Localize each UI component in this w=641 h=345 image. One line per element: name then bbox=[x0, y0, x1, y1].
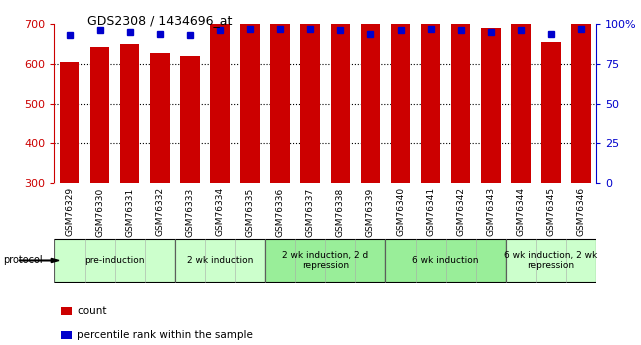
Text: GSM76344: GSM76344 bbox=[517, 187, 526, 236]
Bar bbox=[54, 239, 175, 282]
Bar bbox=[180, 56, 200, 183]
Bar bbox=[421, 0, 440, 183]
Text: pre-induction: pre-induction bbox=[85, 256, 145, 265]
Bar bbox=[175, 239, 265, 282]
Bar bbox=[265, 239, 385, 282]
Text: GSM76330: GSM76330 bbox=[95, 187, 104, 237]
Text: GSM76342: GSM76342 bbox=[456, 187, 465, 236]
Bar bbox=[301, 0, 320, 183]
Bar bbox=[451, 0, 470, 183]
Text: GSM76335: GSM76335 bbox=[246, 187, 254, 237]
Bar bbox=[511, 0, 531, 183]
Text: GSM76329: GSM76329 bbox=[65, 187, 74, 236]
Bar bbox=[331, 0, 350, 183]
Bar bbox=[90, 47, 110, 183]
Bar bbox=[391, 0, 410, 183]
Bar bbox=[60, 62, 79, 183]
Text: GSM76336: GSM76336 bbox=[276, 187, 285, 237]
Bar bbox=[210, 4, 229, 183]
Bar bbox=[271, 0, 290, 183]
Text: 6 wk induction: 6 wk induction bbox=[412, 256, 479, 265]
Text: GSM76333: GSM76333 bbox=[185, 187, 194, 237]
Text: GSM76331: GSM76331 bbox=[125, 187, 134, 237]
Bar bbox=[150, 53, 170, 183]
Text: GSM76339: GSM76339 bbox=[366, 187, 375, 237]
Text: protocol: protocol bbox=[3, 256, 43, 265]
Text: GSM76334: GSM76334 bbox=[215, 187, 224, 236]
Bar bbox=[481, 28, 501, 183]
Text: GSM76338: GSM76338 bbox=[336, 187, 345, 237]
Text: 6 wk induction, 2 wk
repression: 6 wk induction, 2 wk repression bbox=[504, 251, 597, 270]
Bar bbox=[385, 239, 506, 282]
Text: GSM76340: GSM76340 bbox=[396, 187, 405, 236]
Text: GSM76332: GSM76332 bbox=[155, 187, 164, 236]
Bar bbox=[120, 44, 140, 183]
Text: GSM76343: GSM76343 bbox=[487, 187, 495, 236]
Bar bbox=[541, 42, 561, 183]
Text: GDS2308 / 1434696_at: GDS2308 / 1434696_at bbox=[87, 14, 232, 27]
Bar bbox=[571, 0, 591, 183]
Text: 2 wk induction, 2 d
repression: 2 wk induction, 2 d repression bbox=[282, 251, 369, 270]
Text: 2 wk induction: 2 wk induction bbox=[187, 256, 253, 265]
Bar bbox=[240, 2, 260, 183]
Bar bbox=[361, 14, 380, 183]
Bar bbox=[506, 239, 596, 282]
Text: GSM76341: GSM76341 bbox=[426, 187, 435, 236]
Text: percentile rank within the sample: percentile rank within the sample bbox=[77, 330, 253, 339]
Text: count: count bbox=[77, 306, 106, 315]
Text: GSM76345: GSM76345 bbox=[547, 187, 556, 236]
Text: GSM76337: GSM76337 bbox=[306, 187, 315, 237]
Text: GSM76346: GSM76346 bbox=[577, 187, 586, 236]
